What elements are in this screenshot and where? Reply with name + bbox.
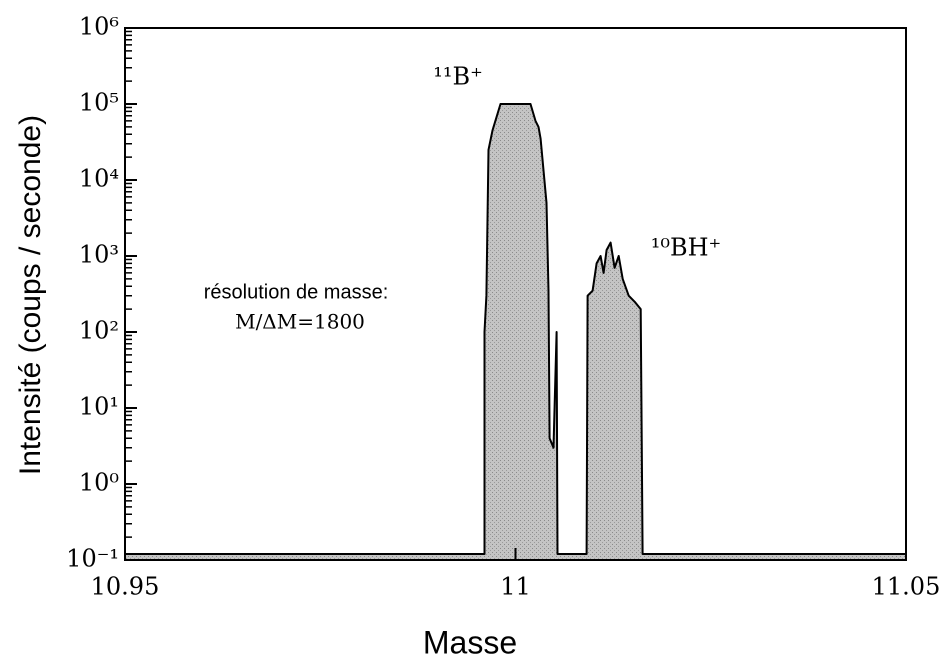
- y-tick-label: 10⁶: [79, 13, 119, 41]
- annotation: ¹¹B⁺: [433, 63, 483, 91]
- y-tick-label: 10³: [79, 241, 119, 269]
- y-axis-label: Intensité (coups / seconde): [14, 115, 47, 475]
- y-tick-label: 10¹: [79, 393, 119, 421]
- y-tick-label: 10⁴: [79, 165, 119, 193]
- annotation: résolution de masse:: [204, 281, 389, 303]
- y-tick-label: 10⁻¹: [66, 545, 119, 573]
- area-fill: [125, 104, 906, 560]
- x-tick-label: 11.05: [872, 573, 941, 601]
- annotation: M/ΔM=1800: [235, 310, 365, 334]
- x-tick-label: 11: [500, 573, 531, 601]
- y-tick-label: 10²: [79, 317, 119, 345]
- y-tick-label: 10⁵: [79, 89, 119, 117]
- y-tick-label: 10⁰: [79, 469, 119, 497]
- annotation: ¹⁰BH⁺: [651, 234, 721, 262]
- x-axis-label: Masse: [423, 624, 517, 660]
- x-tick-label: 10.95: [91, 573, 160, 601]
- area-line: [125, 103, 906, 555]
